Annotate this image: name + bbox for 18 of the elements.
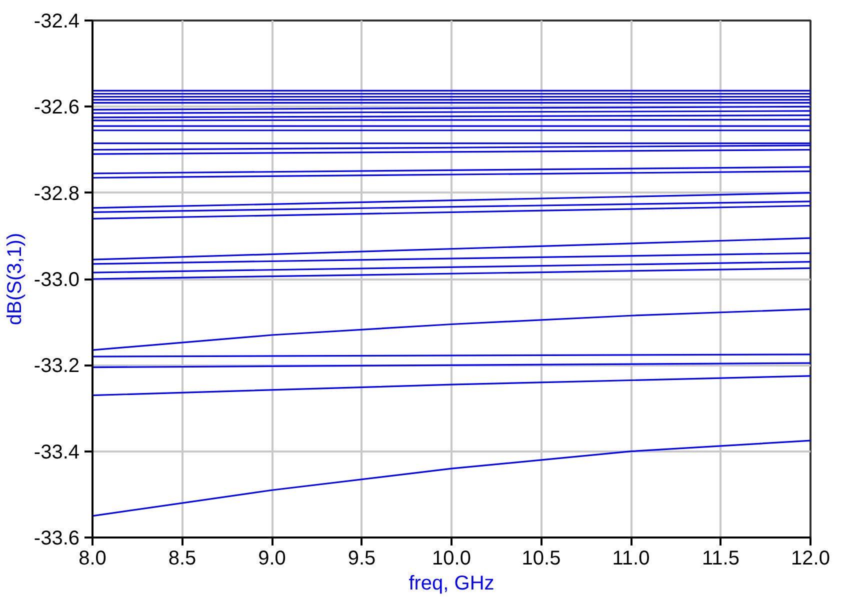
x-tick-label: 12.0 <box>791 548 830 570</box>
x-tick-label: 10.5 <box>522 548 561 570</box>
x-tick-label: 11.0 <box>612 548 650 570</box>
y-tick-label: -32.8 <box>34 182 80 205</box>
y-axis-title: dB(S(3,1)) <box>4 232 26 326</box>
x-tick-label: 10.0 <box>432 548 471 570</box>
y-tick-label: -32.4 <box>34 10 80 32</box>
x-tick-label: 8.0 <box>78 548 106 570</box>
x-tick-label: 9.5 <box>348 548 376 570</box>
y-tick-label: -33.6 <box>34 528 80 550</box>
y-tick-label: -32.6 <box>34 96 80 119</box>
y-tick-label: -33.4 <box>34 441 80 464</box>
y-tick-label: -33.2 <box>34 355 80 378</box>
x-tick-label: 11.5 <box>702 548 740 570</box>
x-tick-label: 8.5 <box>168 548 196 570</box>
x-tick-label: 9.0 <box>258 548 286 570</box>
y-tick-label: -33.0 <box>34 269 80 291</box>
x-axis-title: freq, GHz <box>408 572 494 594</box>
